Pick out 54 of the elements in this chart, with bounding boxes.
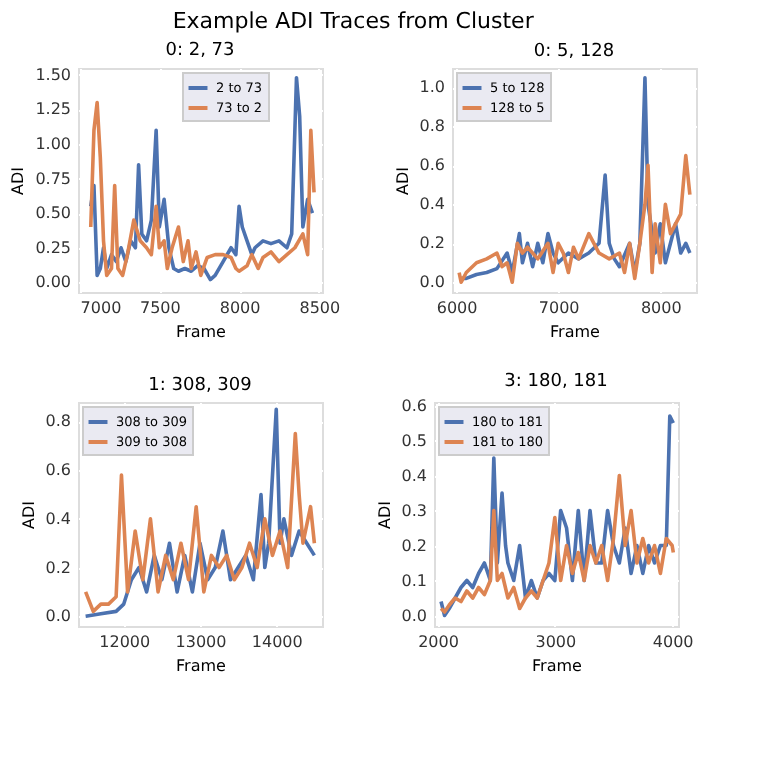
y-tick-label: 0.2	[45, 558, 71, 577]
x-tick-label: 7000	[538, 299, 580, 317]
x-axis-title: Frame	[176, 323, 227, 341]
x-tick-label: 4000	[652, 633, 694, 651]
y-tick-label: 0.1	[401, 571, 427, 590]
x-tick-label: 6000	[436, 299, 478, 317]
y-tick-label: 1.50	[35, 65, 71, 84]
x-tick-label: 13000	[175, 633, 227, 651]
line-series	[439, 414, 676, 618]
y-tick-label: 0.00	[35, 273, 71, 292]
x-tick-label: 8500	[299, 299, 341, 317]
y-axis-title: ADI	[393, 167, 412, 195]
y-tick-label: 1.00	[35, 135, 71, 154]
line-series	[457, 153, 692, 285]
chart-title: 3: 180, 181	[504, 371, 608, 392]
y-tick-label: 0.4	[401, 466, 427, 485]
chart-title: 0: 5, 128	[533, 42, 615, 62]
x-axis-title: Frame	[532, 657, 583, 675]
y-tick-label: 0.0	[45, 607, 71, 626]
x-tick-label: 14000	[251, 633, 303, 651]
x-tick-label: 2000	[418, 633, 459, 651]
y-tick-label: 0.3	[401, 501, 427, 520]
x-axis-title: Frame	[550, 323, 601, 341]
x-tick-label: 8000	[219, 299, 261, 317]
x-tick-label: 7000	[80, 299, 122, 317]
y-tick-label: 0.6	[45, 461, 71, 480]
chart-title: 1: 308, 309	[148, 376, 253, 396]
x-tick-label: 7500	[139, 299, 181, 317]
text: Example ADI Traces from Cluster	[172, 7, 535, 34]
chart-title: 0: 2, 73	[165, 40, 235, 61]
y-tick-label: 0.8	[419, 117, 445, 136]
y-tick-label: 0.6	[419, 156, 445, 175]
y-axis-title: ADI	[375, 501, 394, 529]
line-series	[439, 473, 676, 614]
y-tick-label: 0.75	[35, 169, 71, 188]
y-axis-title: ADI	[19, 501, 38, 529]
x-tick-label: 8000	[640, 299, 682, 317]
y-tick-label: 0.0	[401, 606, 427, 625]
y-tick-label: 0.4	[419, 195, 445, 214]
y-tick-label: 0.25	[35, 238, 71, 257]
y-tick-label: 1.0	[419, 78, 445, 97]
y-tick-label: 0.8	[45, 412, 71, 431]
y-tick-label: 0.6	[401, 396, 427, 415]
y-tick-label: 0.2	[419, 234, 445, 253]
x-tick-label: 3000	[535, 633, 577, 651]
y-tick-label: 0.0	[419, 273, 445, 292]
x-axis-title: Frame	[176, 657, 227, 675]
x-tick-label: 12000	[99, 633, 151, 651]
y-tick-label: 0.5	[401, 431, 427, 450]
y-tick-label: 0.2	[401, 536, 427, 555]
y-axis-title: ADI	[9, 167, 28, 195]
y-tick-label: 0.4	[45, 509, 71, 528]
y-tick-label: 0.50	[35, 204, 71, 223]
y-tick-label: 1.25	[35, 100, 71, 119]
